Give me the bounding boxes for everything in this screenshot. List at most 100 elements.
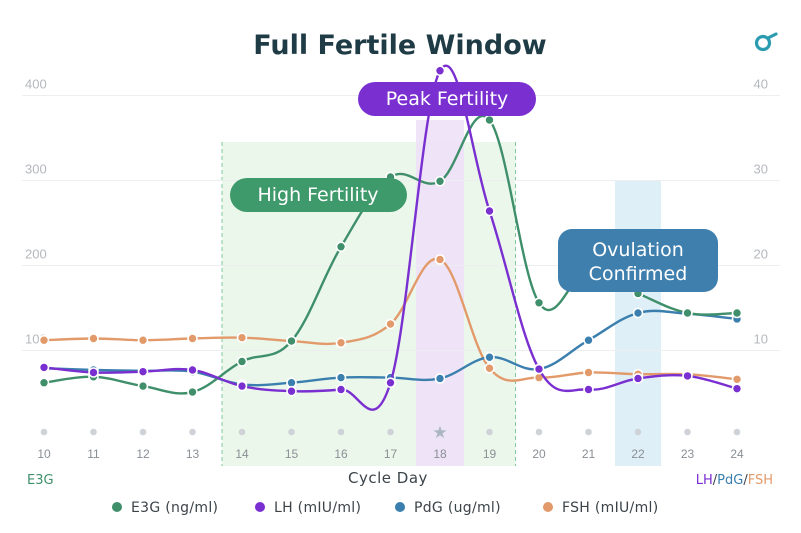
data-point-e3g — [38, 377, 50, 389]
day-dot — [585, 428, 592, 436]
data-point-fsh — [731, 373, 743, 385]
right-label-lh: LH — [696, 473, 713, 488]
x-tick-label: 21 — [582, 447, 596, 461]
day-dot — [288, 428, 295, 436]
data-point-lh — [385, 377, 396, 389]
left-tick-label: 200 — [25, 247, 47, 262]
left-axis-label: E3G — [27, 473, 54, 488]
day-dot — [189, 428, 196, 436]
legend-swatch-e3g — [112, 502, 122, 512]
ovulation-label-line1: Ovulation — [592, 239, 684, 261]
data-point-lh — [187, 364, 198, 376]
data-point-lh — [632, 373, 644, 384]
x-tick-label: 16 — [334, 447, 348, 461]
legend-swatch-pdg — [395, 502, 405, 512]
data-point-e3g — [137, 380, 149, 392]
right-tick-label: 20 — [754, 247, 768, 262]
x-tick-label: 14 — [235, 447, 249, 461]
x-tick-label: 17 — [384, 447, 398, 461]
link-logo-icon — [754, 32, 778, 52]
peak-fertility-badge: Peak Fertility — [358, 82, 536, 116]
x-tick-label: 22 — [631, 447, 645, 461]
day-dot — [634, 428, 642, 436]
right-tick-label: 10 — [754, 332, 768, 347]
ovulation-label-line2: Confirmed — [589, 263, 688, 285]
right-label-pdg: PdG — [717, 473, 743, 488]
day-dot — [238, 428, 246, 436]
x-tick-label: 24 — [730, 447, 744, 461]
right-tick-label: 30 — [754, 162, 768, 177]
x-tick-label: 15 — [285, 447, 299, 461]
day-dot — [535, 428, 543, 436]
data-point-lh — [731, 383, 743, 394]
day-dot — [40, 428, 48, 436]
day-dot — [337, 428, 345, 436]
legend-label-e3g: E3G (ng/ml) — [131, 500, 218, 516]
x-tick-label: 11 — [87, 447, 100, 461]
day-dot — [139, 428, 147, 436]
legend-swatch-lh — [255, 502, 265, 512]
data-point-lh — [434, 65, 446, 77]
data-point-fsh — [137, 334, 149, 346]
data-point-fsh — [88, 333, 99, 344]
x-tick-label: 18 — [433, 447, 447, 461]
data-point-lh — [137, 366, 149, 377]
data-point-fsh — [434, 254, 446, 265]
peak-star-icon: ★ — [432, 423, 447, 443]
peak-fertility-label: Peak Fertility — [386, 88, 509, 110]
data-point-lh — [484, 205, 495, 217]
high-fertility-badge: High Fertility — [230, 178, 407, 212]
ovulation-confirmed-badge: Ovulation Confirmed — [558, 229, 718, 292]
data-point-e3g — [682, 307, 693, 319]
data-point-pdg — [286, 377, 297, 389]
day-dot — [387, 428, 394, 436]
data-point-lh — [236, 380, 248, 392]
data-point-fsh — [236, 332, 248, 343]
x-tick-label: 10 — [37, 447, 51, 461]
data-point-lh — [286, 385, 297, 397]
data-point-e3g — [533, 297, 545, 309]
data-point-fsh — [385, 318, 396, 330]
data-point-fsh — [583, 367, 594, 378]
day-dot — [90, 428, 97, 436]
data-point-pdg — [335, 372, 347, 383]
legend-label-lh: LH (mIU/ml) — [274, 500, 361, 516]
peak-fertility-zone — [416, 120, 464, 466]
data-point-fsh — [38, 334, 50, 346]
data-point-lh — [335, 384, 347, 395]
data-point-lh — [533, 363, 545, 375]
data-point-fsh — [187, 333, 198, 344]
legend-label-fsh: FSH (mIU/ml) — [562, 500, 658, 516]
left-tick-label: 300 — [25, 162, 47, 177]
data-point-pdg — [583, 334, 594, 346]
data-point-e3g — [434, 175, 446, 187]
x-tick-label: 13 — [186, 447, 200, 461]
day-dot — [733, 428, 741, 436]
data-point-e3g — [484, 114, 495, 126]
data-point-lh — [38, 362, 50, 373]
legend: E3G (ng/ml) LH (mIU/ml) PdG (ug/ml) FSH (mI… — [112, 500, 658, 516]
series-line-lh — [43, 64, 738, 411]
data-point-e3g — [236, 356, 248, 367]
right-tick-label: 40 — [754, 77, 768, 92]
x-tick-label: 12 — [136, 447, 150, 461]
data-point-pdg — [434, 373, 446, 384]
x-axis-label: Cycle Day — [348, 469, 428, 487]
x-tick-label: 23 — [681, 447, 695, 461]
data-point-lh — [583, 384, 594, 395]
data-point-fsh — [484, 362, 495, 374]
data-point-fsh — [335, 337, 347, 349]
x-tick-label: 19 — [483, 447, 497, 461]
day-dot — [486, 428, 493, 436]
right-label-slash-1: / — [713, 473, 718, 488]
data-point-e3g — [731, 307, 743, 319]
data-point-e3g — [286, 335, 297, 347]
right-axis-label: LH/PdG/FSH — [696, 473, 773, 488]
right-label-fsh: FSH — [748, 473, 773, 488]
high-fertility-label: High Fertility — [257, 184, 378, 206]
x-axis: 10 11 12 13 14 15 16 17 ★ 18 19 20 21 22 23 24 — [37, 423, 744, 461]
legend-swatch-fsh — [543, 502, 553, 512]
data-point-e3g — [187, 386, 198, 398]
